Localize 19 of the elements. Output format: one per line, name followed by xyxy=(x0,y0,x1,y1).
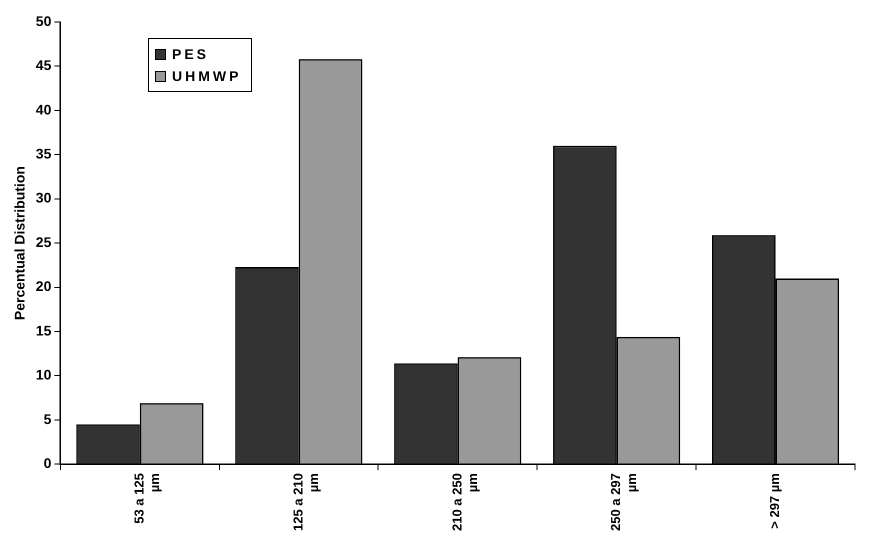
y-tick-label: 20 xyxy=(36,278,52,294)
y-tick-label: 45 xyxy=(36,57,52,74)
y-tick-label: 35 xyxy=(36,146,52,162)
x-tick-label: 53 a 125 µm xyxy=(131,473,162,524)
y-tick-label: 10 xyxy=(36,366,52,383)
y-tick-label: 5 xyxy=(44,410,52,427)
x-tick-label: 125 a 210 µm xyxy=(290,473,321,532)
y-tick-label: 50 xyxy=(36,12,52,29)
legend-label: UHMWP xyxy=(172,67,242,86)
y-tick-label: 30 xyxy=(36,190,52,206)
y-tick-label: 15 xyxy=(36,322,52,338)
y-tick-label: 25 xyxy=(36,234,52,250)
y-tick-label: 40 xyxy=(36,101,52,118)
y-tick-label: 0 xyxy=(44,455,52,472)
x-tick-label: > 297 µm xyxy=(767,473,782,529)
x-tick-label: 250 a 297 µm xyxy=(608,473,639,532)
y-axis-title: Percentual Distribution xyxy=(11,166,28,320)
legend-label: PES xyxy=(172,45,210,64)
x-tick-label: 210 a 250 µm xyxy=(449,473,480,532)
